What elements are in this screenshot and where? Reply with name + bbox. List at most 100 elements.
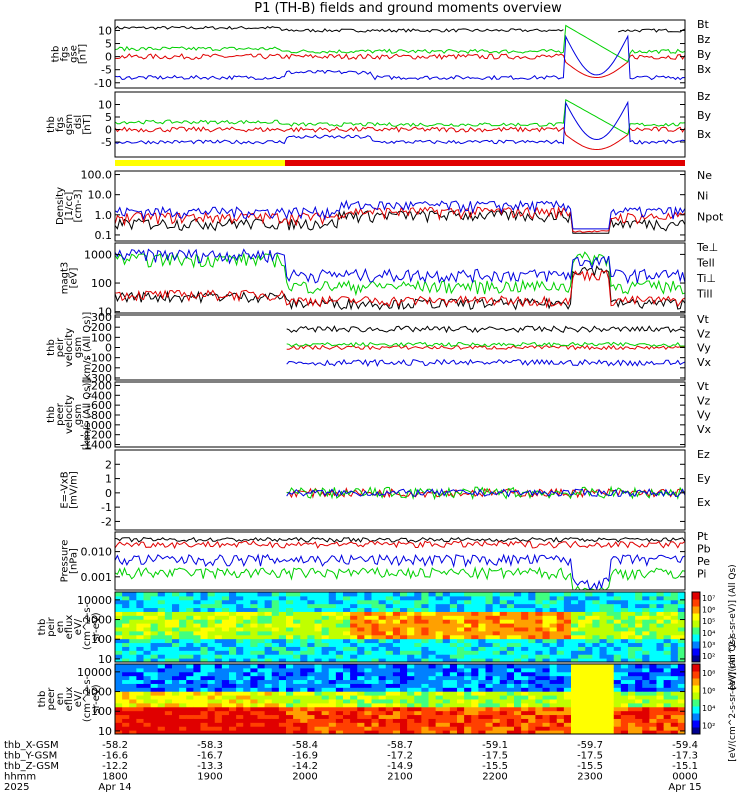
heatmap-cell <box>649 592 657 597</box>
heatmap-cell <box>485 607 494 612</box>
heatmap-cell <box>314 706 323 712</box>
heatmap-cell <box>143 710 152 716</box>
heatmap-cell <box>243 658 251 663</box>
heatmap-cell <box>164 699 173 704</box>
heatmap-cell <box>628 615 636 620</box>
heatmap-cell <box>278 667 287 673</box>
heatmap-cell <box>122 607 130 612</box>
y-tick-label: 10 <box>98 653 112 666</box>
heatmap-cell <box>592 695 600 700</box>
heatmap-cell <box>656 726 665 731</box>
heatmap-cell <box>214 702 223 708</box>
heatmap-cell <box>200 726 209 731</box>
heatmap-cell <box>556 658 565 663</box>
y-axis-label: sr-eV) <box>91 684 102 713</box>
heatmap-cell <box>599 592 608 597</box>
y-tick-label: -200 <box>87 362 112 375</box>
heatmap-cell <box>179 603 187 609</box>
y-axis-label: Density <box>55 187 66 225</box>
heatmap-cell <box>115 695 123 700</box>
heatmap-cell <box>186 650 194 655</box>
heatmap-cell <box>485 706 494 712</box>
heatmap-cell <box>157 599 166 605</box>
heatmap-cell <box>528 619 536 624</box>
heatmap-cell <box>328 658 337 663</box>
heatmap-cell <box>186 611 194 616</box>
heatmap-cell <box>571 730 579 735</box>
heatmap-cell <box>414 664 422 669</box>
heatmap-cell <box>229 615 237 620</box>
heatmap-cell <box>229 619 237 624</box>
heatmap-cell <box>286 702 294 708</box>
heatmap-cell <box>115 615 123 620</box>
heatmap-cell <box>464 687 472 692</box>
y-axis-label: velocity <box>64 328 75 367</box>
heatmap-cell <box>129 679 137 684</box>
heatmap-cell <box>649 714 657 719</box>
heatmap-cell <box>521 595 529 601</box>
heatmap-cell <box>485 623 494 628</box>
heatmap-cell <box>549 664 558 669</box>
heatmap-cell <box>670 642 679 647</box>
heatmap-cell <box>578 699 586 704</box>
heatmap-cell <box>563 718 572 723</box>
heatmap-cell <box>528 642 536 647</box>
heatmap-cell <box>236 603 244 609</box>
heatmap-cell <box>464 730 472 735</box>
heatmap-cell <box>485 654 494 659</box>
heatmap-cell <box>214 611 223 616</box>
heatmap-cell <box>200 675 209 681</box>
heatmap-cell <box>428 654 437 659</box>
heatmap-cell <box>400 699 408 704</box>
heatmap-cell <box>528 630 536 636</box>
heatmap-cell <box>221 695 230 700</box>
heatmap-cell <box>179 702 187 708</box>
heatmap-cell <box>449 667 458 673</box>
heatmap-cell <box>613 664 622 669</box>
heatmap-cell <box>435 638 444 644</box>
heatmap-cell <box>514 706 522 712</box>
heatmap-cell <box>449 611 458 616</box>
heatmap-cell <box>335 675 344 681</box>
heatmap-cell <box>435 642 444 647</box>
heatmap-cell <box>243 691 251 696</box>
heatmap-cell <box>663 595 672 601</box>
heatmap-cell <box>328 623 337 628</box>
heatmap-cell <box>556 675 565 681</box>
heatmap-cell <box>186 638 194 644</box>
series-line-red <box>286 344 686 351</box>
heatmap-cell <box>442 627 451 632</box>
heatmap-cell <box>229 691 237 696</box>
heatmap-cell <box>293 664 301 669</box>
heatmap-cell <box>364 722 372 727</box>
heatmap-cell <box>442 710 451 716</box>
heatmap-cell <box>663 642 672 647</box>
heatmap-cell <box>278 699 287 704</box>
heatmap-cell <box>193 671 201 677</box>
heatmap-cell <box>400 623 408 628</box>
heatmap-cell <box>592 638 600 644</box>
heatmap-cell <box>599 615 608 620</box>
heatmap-cell <box>257 646 266 651</box>
heatmap-cell <box>264 664 273 669</box>
heatmap-cell <box>200 706 209 712</box>
heatmap-cell <box>350 671 358 677</box>
heatmap-cell <box>271 714 280 719</box>
heatmap-cell <box>535 664 543 669</box>
heatmap-cell <box>528 623 536 628</box>
heatmap-cell <box>635 654 643 659</box>
heatmap-cell <box>521 654 529 659</box>
heatmap-cell <box>307 638 315 644</box>
heatmap-cell <box>599 658 608 663</box>
heatmap-cell <box>499 592 508 597</box>
heatmap-cell <box>457 675 465 681</box>
heatmap-cell <box>257 691 266 696</box>
heatmap-cell <box>300 638 308 644</box>
heatmap-cell <box>606 603 615 609</box>
heatmap-cell <box>136 702 144 708</box>
heatmap-cell <box>578 706 586 712</box>
heatmap-cell <box>585 718 593 723</box>
heatmap-cell <box>606 687 615 692</box>
heatmap-cell <box>378 687 387 692</box>
heatmap-cell <box>286 592 294 597</box>
